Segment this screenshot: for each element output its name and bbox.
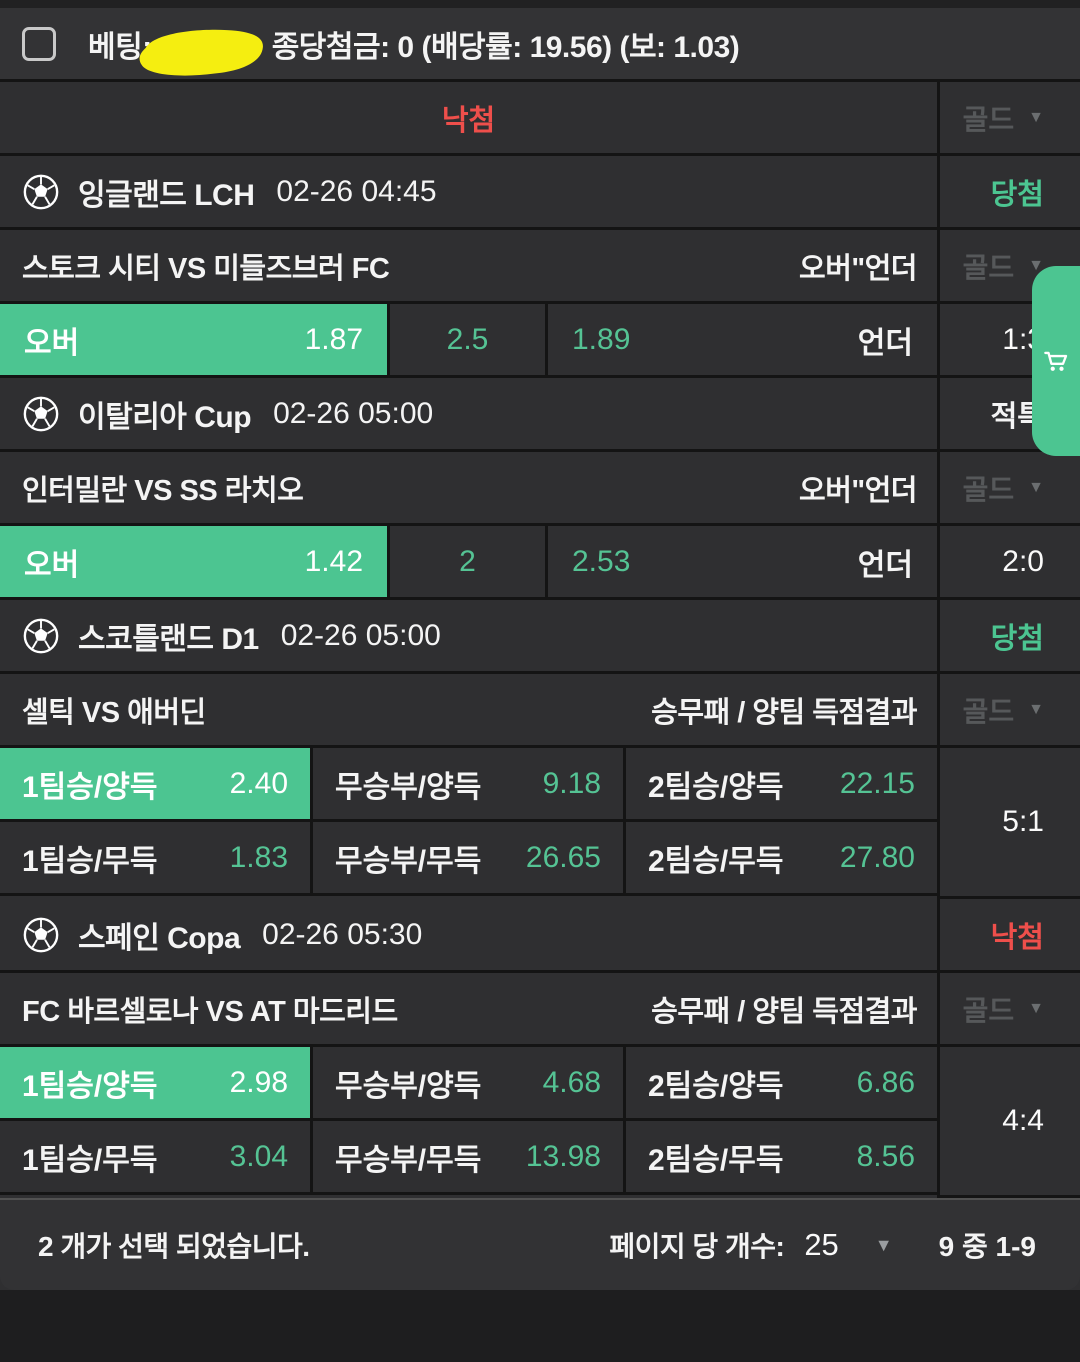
soccer-ball-icon — [23, 618, 59, 653]
match-score: 2:0 — [1002, 544, 1044, 578]
select-all-checkbox[interactable] — [22, 26, 56, 61]
soccer-ball-icon — [23, 396, 59, 431]
bottom-gap — [0, 1290, 1080, 1325]
cart-button[interactable] — [1032, 266, 1080, 456]
soccer-ball-icon — [23, 917, 59, 952]
match-time: 02-26 05:00 — [273, 396, 434, 430]
bet-line-value: 2 — [390, 526, 548, 597]
per-page-value[interactable]: 25 — [804, 1227, 839, 1262]
soccer-ball-icon — [23, 174, 59, 209]
bet-option[interactable]: 무승부/무득 26.65 — [313, 822, 626, 893]
match-status: 당첨 — [990, 178, 1044, 211]
league-name: 잉글랜드 LCH — [78, 178, 255, 212]
bet-option[interactable]: 무승부/양득 9.18 — [313, 748, 626, 819]
bet-header-bar: 베팅: 종당첨금: 0 (배당률: 19.56) (보: 1.03) — [0, 8, 1080, 82]
match-block-scotland: 스코틀랜드 D1 02-26 05:00 셀틱 VS 애버딘 승무패 / 양팀 … — [0, 600, 1080, 899]
result-status: 낙첨 — [441, 104, 496, 137]
bet-summary: 종당첨금: 0 (배당률: 19.56) (보: 1.03) — [271, 30, 740, 64]
gold-dropdown[interactable]: 골드 ▼ — [940, 82, 1080, 156]
teams: 셀틱 VS 애버딘 — [22, 696, 206, 729]
result-bar: 낙첨 골드 ▼ — [0, 82, 1080, 156]
bet-option[interactable]: 2팀승/양득 6.86 — [648, 1065, 915, 1103]
bet-option-under[interactable]: 1.89 언더 — [572, 322, 913, 360]
bet-option-over[interactable]: 오버 1.42 — [0, 526, 390, 597]
bet-line-value: 2.5 — [390, 304, 548, 375]
match-status: 낙첨 — [990, 921, 1044, 954]
betting-slip-panel: 베팅: 종당첨금: 0 (배당률: 19.56) (보: 1.03) 낙첨 골드… — [0, 8, 1080, 1290]
chevron-down-icon: ▼ — [1028, 478, 1044, 496]
chevron-down-icon: ▼ — [1028, 700, 1044, 718]
market-type: 오버"언더 — [799, 474, 917, 507]
match-score: 4:4 — [1002, 1104, 1044, 1137]
redaction-scribble — [135, 24, 267, 86]
gold-dropdown[interactable]: 골드 ▼ — [940, 674, 1080, 748]
bet-option[interactable]: 1팀승/무득 1.83 — [0, 822, 313, 893]
bet-option[interactable]: 2팀승/무득 27.80 — [648, 840, 915, 878]
bet-option[interactable]: 1팀승/무득 3.04 — [0, 1121, 313, 1192]
match-block-england: 잉글랜드 LCH 02-26 04:45 스토크 시티 VS 미들즈브러 FC … — [0, 156, 1080, 378]
market-type: 승무패 / 양팀 득점결과 — [651, 995, 917, 1028]
chevron-down-icon: ▼ — [1028, 256, 1044, 274]
bet-option-under[interactable]: 2.53 언더 — [572, 544, 913, 582]
match-time: 02-26 05:30 — [262, 917, 423, 951]
market-type: 오버"언더 — [799, 252, 917, 285]
per-page-dropdown-icon[interactable]: ▼ — [874, 1234, 893, 1255]
league-name: 스코틀랜드 D1 — [78, 622, 259, 656]
market-type: 승무패 / 양팀 득점결과 — [651, 696, 917, 729]
bet-option-over[interactable]: 오버 1.87 — [0, 304, 390, 375]
bet-option[interactable]: 무승부/양득 4.68 — [313, 1047, 626, 1118]
match-score: 5:1 — [1002, 805, 1044, 838]
page-range-text: 9 중 1-9 — [938, 1231, 1036, 1262]
match-status: 당첨 — [990, 622, 1044, 655]
gold-dropdown[interactable]: 골드 ▼ — [940, 452, 1080, 526]
bet-option[interactable]: 무승부/무득 13.98 — [313, 1121, 626, 1192]
top-gap — [0, 0, 1080, 8]
per-page-label: 페이지 당 개수: — [609, 1231, 785, 1262]
selection-count-text: 2 개가 선택 되었습니다. — [38, 1231, 310, 1262]
bet-option[interactable]: 1팀승/양득 2.40 — [0, 748, 313, 819]
bet-option[interactable]: 1팀승/양득 2.98 — [0, 1047, 313, 1118]
league-name: 스페인 Copa — [78, 921, 241, 955]
league-name: 이탈리아 Cup — [78, 400, 252, 434]
match-block-spain: 스페인 Copa 02-26 05:30 FC 바르셀로나 VS AT 마드리드… — [0, 899, 1080, 1198]
gold-dropdown[interactable]: 골드 ▼ — [940, 230, 1080, 304]
chevron-down-icon: ▼ — [1028, 999, 1044, 1017]
pagination-bar: 2 개가 선택 되었습니다. 페이지 당 개수: 25 ▼ 9 중 1-9 — [0, 1198, 1080, 1290]
bet-option[interactable]: 2팀승/양득 22.15 — [648, 766, 915, 804]
cart-icon — [1044, 351, 1068, 371]
teams: 인터밀란 VS SS 라치오 — [22, 474, 304, 507]
teams: FC 바르셀로나 VS AT 마드리드 — [22, 995, 398, 1028]
match-time: 02-26 04:45 — [276, 174, 437, 208]
gold-dropdown[interactable]: 골드 ▼ — [940, 973, 1080, 1047]
bet-option[interactable]: 2팀승/무득 8.56 — [648, 1139, 915, 1177]
match-time: 02-26 05:00 — [280, 618, 441, 652]
teams: 스토크 시티 VS 미들즈브러 FC — [22, 252, 390, 285]
chevron-down-icon: ▼ — [1028, 108, 1044, 126]
match-block-italy: 이탈리아 Cup 02-26 05:00 인터밀란 VS SS 라치오 오버"언… — [0, 378, 1080, 600]
